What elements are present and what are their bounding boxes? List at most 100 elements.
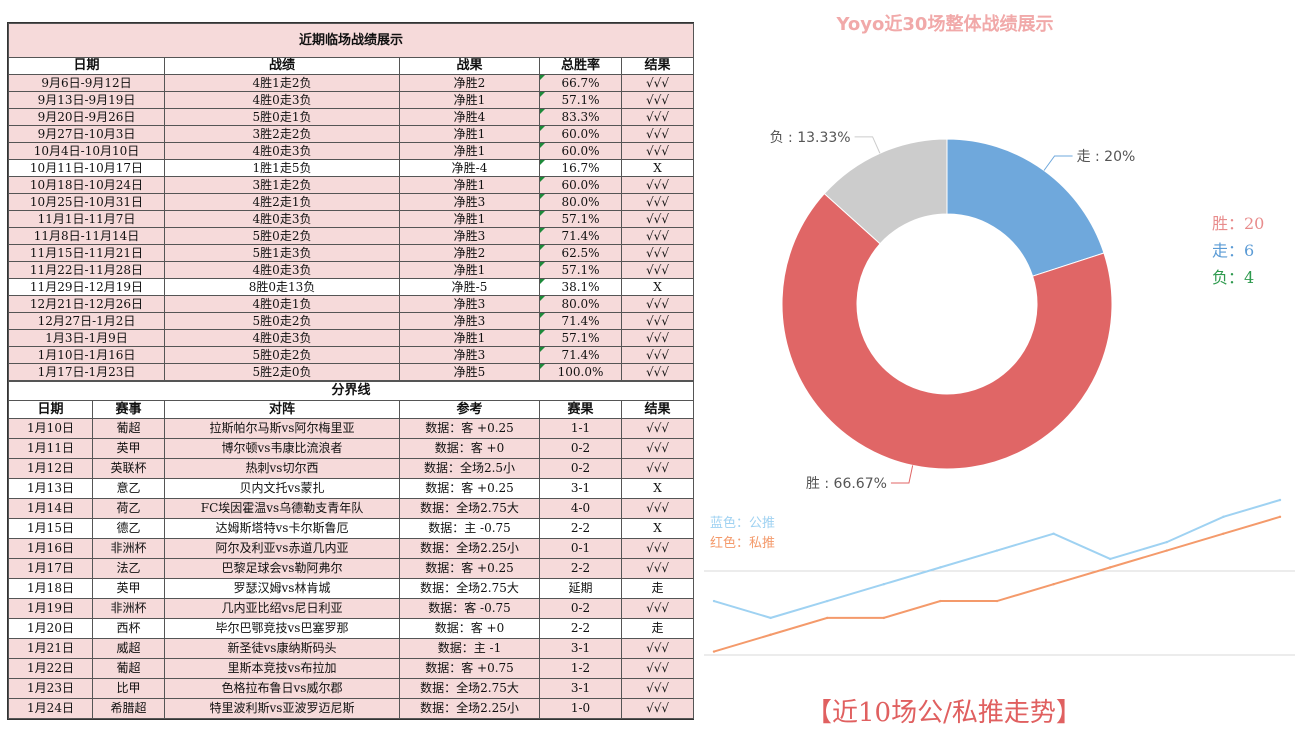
cell-record: 5胜0走2负 (164, 346, 400, 364)
data-point (995, 549, 999, 552)
legend-private: 红色：私推 (710, 536, 776, 551)
data-point (769, 616, 772, 620)
cell-mark: √√√ (620, 193, 695, 211)
cell-rate: 60.0% (539, 176, 622, 194)
data-point (1165, 540, 1169, 544)
cell-rate: 80.0% (539, 193, 622, 211)
cell-reference: 数据：客 +0 (399, 618, 540, 639)
cell-league: 西杯 (92, 618, 165, 639)
cell-date: 1月20日 (8, 618, 93, 639)
table-row: 1月24日 希腊超 特里波利斯vs亚波罗迈尼斯 数据：全场2.25小 1-0 √√√ (8, 698, 695, 719)
cell-flag-icon (540, 194, 545, 199)
cell-flag-icon (540, 296, 545, 301)
cell-mark: √√√ (620, 125, 695, 143)
cell-date: 1月15日 (8, 518, 93, 539)
cell-mark: X (620, 518, 695, 539)
cell-match: FC埃因霍温vs乌德勒支青年队 (164, 498, 400, 519)
header-record: 战绩 (164, 57, 400, 75)
data-point (1052, 532, 1055, 535)
cell-date: 11月1日-11月7日 (8, 210, 165, 228)
cell-flag-icon (540, 126, 545, 131)
table-row: 9月27日-10月3日 3胜2走2负 净胜1 60.0% √√√ (8, 125, 695, 143)
cell-reference: 数据：客 +0.25 (399, 478, 540, 499)
cell-mark: √√√ (620, 598, 695, 619)
table-row: 1月17日 法乙 巴黎足球会vs勒阿弗尔 数据：客 +0.25 2-2 √√√ (8, 558, 695, 579)
cell-match: 新圣徒vs康纳斯码头 (164, 638, 400, 659)
cell-flag-icon (540, 177, 545, 182)
cell-record: 4胜0走3负 (164, 142, 400, 160)
header-reference: 参考 (399, 400, 540, 419)
cell-rate: 57.1% (539, 261, 622, 279)
cell-score: 延期 (539, 578, 622, 599)
cell-date: 1月24日 (8, 698, 93, 719)
recent-record-table: 近期临场战绩展示 日期 战绩 战果 总胜率 结果 9月6日-9月12日 4胜1走2… (7, 23, 695, 381)
cell-date: 1月17日-1月23日 (8, 363, 165, 381)
cell-result: 净胜4 (399, 108, 540, 126)
cell-match: 几内亚比绍vs尼日利亚 (164, 598, 400, 619)
cell-record: 5胜0走1负 (164, 108, 400, 126)
cell-rate: 71.4% (539, 346, 622, 364)
cell-result: 净胜1 (399, 91, 540, 109)
cell-date: 12月21日-12月26日 (8, 295, 165, 313)
donut-label: 胜 : 66.67% (806, 476, 887, 492)
cell-result: 净胜3 (399, 227, 540, 245)
cell-league: 葡超 (92, 658, 165, 679)
cell-league: 非洲杯 (92, 538, 165, 559)
donut-chart-title: Yoyo近30场整体战绩展示 (836, 14, 1054, 35)
cell-match: 热刺vs切尔西 (164, 458, 400, 479)
cell-rate: 60.0% (539, 142, 622, 160)
cell-score: 0-2 (539, 598, 622, 619)
cell-flag-icon (540, 330, 545, 335)
cell-mark: √√√ (620, 261, 695, 279)
data-point (939, 566, 942, 569)
cell-result: 净胜-5 (399, 278, 540, 296)
cell-score: 1-0 (539, 698, 622, 719)
cell-mark: √√√ (620, 538, 695, 559)
cell-record: 8胜0走13负 (164, 278, 400, 296)
cell-date: 11月15日-11月21日 (8, 244, 165, 262)
cell-rate: 80.0% (539, 295, 622, 313)
cell-mark: √√√ (620, 312, 695, 330)
cell-rate: 38.1% (539, 278, 622, 296)
count-loss: 负：4 (1212, 268, 1255, 287)
cell-date: 1月17日 (8, 558, 93, 579)
table-row: 1月13日 意乙 贝内文托vs蒙扎 数据：客 +0.25 3-1 X (8, 478, 695, 499)
data-point (1109, 557, 1112, 561)
cell-score: 4-0 (539, 498, 622, 519)
table-row: 11月29日-12月19日 8胜0走13负 净胜-5 38.1% X (8, 278, 695, 296)
table-row: 10月4日-10月10日 4胜0走3负 净胜1 60.0% √√√ (8, 142, 695, 160)
header-rate: 总胜率 (539, 57, 622, 75)
series-line-私推 (713, 515, 1281, 653)
data-point (882, 616, 885, 620)
table-row: 10月11日-10月17日 1胜1走5负 净胜-4 16.7% X (8, 159, 695, 177)
cell-mark: √√√ (620, 658, 695, 679)
cell-result: 净胜1 (399, 329, 540, 347)
cell-result: 净胜2 (399, 74, 540, 92)
header-result: 战果 (399, 57, 540, 75)
cell-result: 净胜5 (399, 363, 540, 381)
data-point (995, 599, 999, 603)
cell-mark: X (620, 278, 695, 296)
cell-date: 10月18日-10月24日 (8, 176, 165, 194)
line-legend: 蓝色：公推 红色：私推 (710, 514, 775, 554)
cell-date: 11月29日-12月19日 (8, 278, 165, 296)
count-legend: 胜：20 走：6 负：4 (1212, 210, 1264, 291)
data-point (1109, 566, 1112, 569)
cell-mark: √√√ (620, 558, 695, 579)
cell-date: 1月13日 (8, 478, 93, 499)
cell-record: 4胜0走3负 (164, 261, 400, 279)
cell-league: 葡超 (92, 418, 165, 439)
leader-line (854, 136, 881, 154)
cell-date: 11月8日-11月14日 (8, 227, 165, 245)
cell-flag-icon (540, 262, 545, 267)
header-mark: 结果 (620, 57, 695, 75)
cell-result: 净胜1 (399, 210, 540, 228)
table-row: 9月13日-9月19日 4胜0走3负 净胜1 57.1% √√√ (8, 91, 695, 109)
data-point (712, 650, 716, 653)
donut-slice-胜 (781, 192, 1113, 470)
table-row: 12月21日-12月26日 4胜0走1负 净胜3 80.0% √√√ (8, 295, 695, 313)
header-score: 赛果 (539, 400, 622, 419)
cell-rate: 71.4% (539, 312, 622, 330)
record-spreadsheet: 近期临场战绩展示 日期 战绩 战果 总胜率 结果 9月6日-9月12日 4胜1走2… (7, 22, 695, 720)
data-point (1222, 532, 1225, 535)
